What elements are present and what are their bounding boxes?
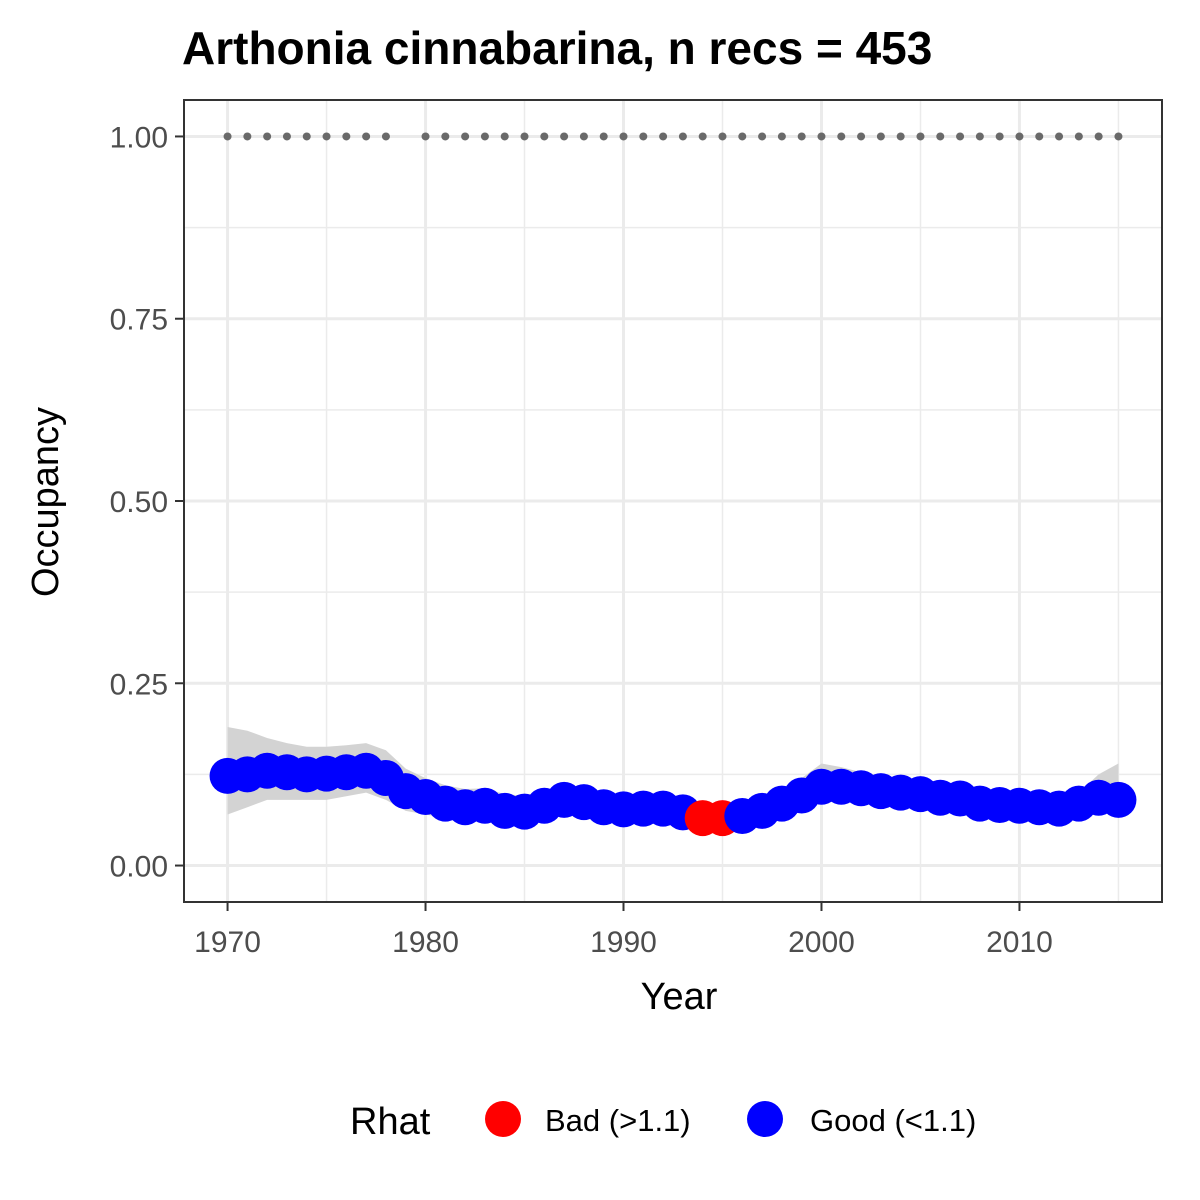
detection-point xyxy=(223,132,232,141)
detection-point xyxy=(461,132,470,141)
detection-point xyxy=(698,132,707,141)
detection-point xyxy=(520,132,529,141)
data-point xyxy=(1100,781,1137,818)
detection-point xyxy=(342,132,351,141)
detection-point xyxy=(857,132,866,141)
detection-point xyxy=(678,132,687,141)
x-tick-label: 2010 xyxy=(986,926,1053,959)
detection-point xyxy=(639,132,648,141)
detection-point xyxy=(1074,132,1083,141)
detection-point xyxy=(718,132,727,141)
x-axis: 1970 1980 1990 2000 2010 xyxy=(194,902,1053,959)
detection-point xyxy=(560,132,569,141)
detection-point xyxy=(1094,132,1103,141)
detection-point xyxy=(758,132,767,141)
detection-point xyxy=(659,132,668,141)
y-axis: 0.00 0.25 0.50 0.75 1.00 xyxy=(110,121,184,884)
y-tick-label: 0.25 xyxy=(110,668,168,701)
x-tick-label: 1990 xyxy=(590,926,657,959)
legend-label-bad: Bad (>1.1) xyxy=(545,1103,691,1138)
detection-point xyxy=(579,132,588,141)
detection-point xyxy=(263,132,272,141)
legend: Rhat Bad (>1.1) Good (<1.1) xyxy=(350,1101,976,1143)
detection-point xyxy=(876,132,885,141)
x-tick-label: 1970 xyxy=(194,926,261,959)
detection-point xyxy=(956,132,965,141)
detection-point xyxy=(302,132,311,141)
detection-point xyxy=(540,132,549,141)
detection-point xyxy=(1055,132,1064,141)
detection-point xyxy=(282,132,291,141)
y-tick-label: 0.50 xyxy=(110,486,168,519)
legend-key-bad xyxy=(485,1101,521,1137)
detection-point xyxy=(480,132,489,141)
detection-points xyxy=(223,132,1123,141)
y-tick-label: 0.00 xyxy=(110,851,168,884)
y-tick-label: 0.75 xyxy=(110,304,168,337)
detection-point xyxy=(837,132,846,141)
detection-point xyxy=(975,132,984,141)
x-tick-label: 2000 xyxy=(788,926,855,959)
x-axis-title: Year xyxy=(641,976,718,1018)
detection-point xyxy=(1015,132,1024,141)
y-axis-title: Occupancy xyxy=(25,407,67,597)
detection-point xyxy=(500,132,509,141)
detection-point xyxy=(619,132,628,141)
detection-point xyxy=(995,132,1004,141)
detection-point xyxy=(243,132,252,141)
detection-point xyxy=(322,132,331,141)
detection-point xyxy=(421,132,430,141)
x-tick-label: 1980 xyxy=(392,926,459,959)
detection-point xyxy=(896,132,905,141)
detection-point xyxy=(738,132,747,141)
y-tick-label: 1.00 xyxy=(110,121,168,154)
detection-point xyxy=(797,132,806,141)
detection-point xyxy=(381,132,390,141)
legend-label-good: Good (<1.1) xyxy=(810,1103,976,1138)
chart-title: Arthonia cinnabarina, n recs = 453 xyxy=(182,22,932,74)
detection-point xyxy=(777,132,786,141)
detection-point xyxy=(916,132,925,141)
detection-point xyxy=(936,132,945,141)
detection-point xyxy=(362,132,371,141)
legend-title: Rhat xyxy=(350,1101,431,1143)
detection-point xyxy=(817,132,826,141)
detection-point xyxy=(1035,132,1044,141)
legend-key-good xyxy=(747,1101,783,1137)
detection-point xyxy=(599,132,608,141)
occupancy-points xyxy=(209,752,1137,837)
detection-point xyxy=(1114,132,1123,141)
detection-point xyxy=(441,132,450,141)
